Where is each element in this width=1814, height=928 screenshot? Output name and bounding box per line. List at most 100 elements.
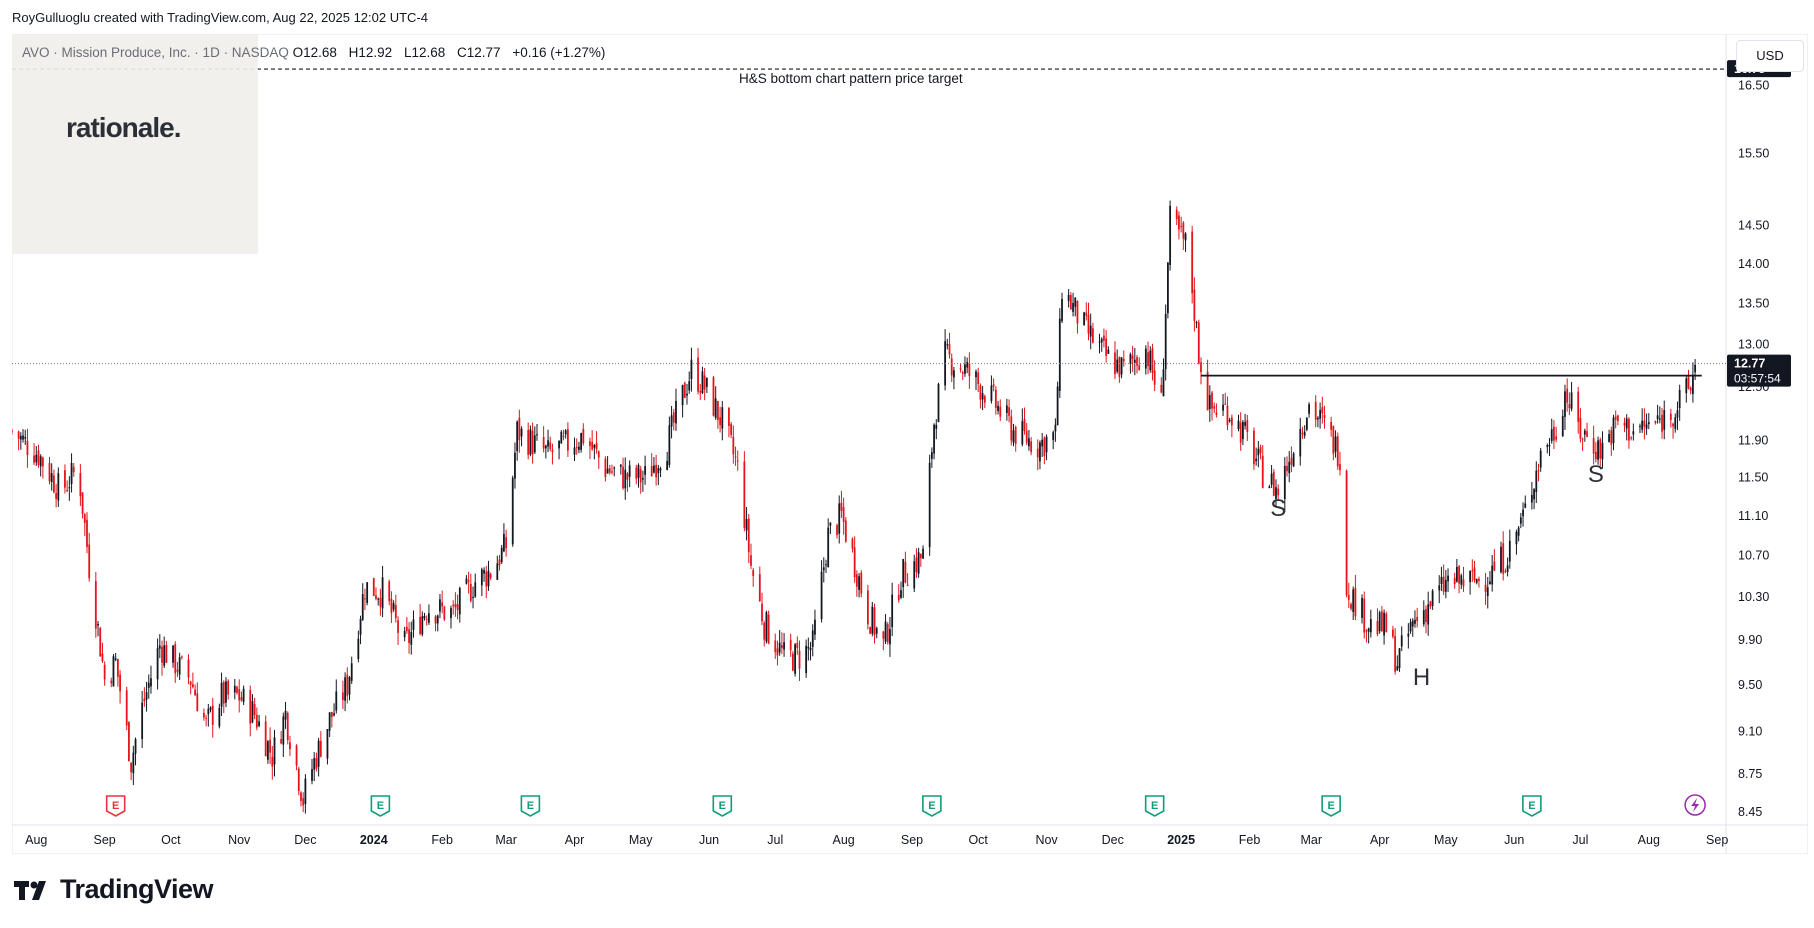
earnings-marker-1[interactable]: E: [370, 795, 391, 817]
candle-body: [487, 570, 490, 587]
earnings-icon: [1144, 795, 1165, 817]
pattern-label-s-0: S: [1270, 495, 1286, 522]
candle-body: [1208, 395, 1211, 409]
candle-body: [578, 446, 580, 450]
candle-body: [1548, 444, 1551, 446]
candle-body: [1522, 509, 1524, 517]
earnings-marker-2[interactable]: E: [520, 795, 541, 817]
price-chart[interactable]: H&S bottom chart pattern price target S H…: [12, 34, 1808, 854]
candle-body: [150, 678, 152, 687]
candle-body: [1570, 392, 1573, 409]
candles-layer: [12, 200, 1697, 814]
candle-body: [1535, 470, 1538, 493]
earnings-marker-3[interactable]: E: [712, 795, 733, 817]
earnings-marker-7[interactable]: E: [1522, 795, 1542, 817]
candle-body: [57, 473, 60, 501]
candle-body: [897, 594, 900, 601]
candle-body: [582, 429, 585, 444]
candle-body: [1478, 578, 1480, 581]
tradingview-logo[interactable]: TradingView: [14, 874, 214, 905]
candle-body: [1100, 338, 1103, 343]
candle-body: [933, 424, 935, 454]
candle-body: [1052, 432, 1055, 441]
candle-body: [1230, 417, 1233, 426]
candle-body: [1116, 359, 1119, 372]
ohlc-legend[interactable]: AVO · Mission Produce, Inc. · 1D · NASDA…: [22, 45, 613, 60]
candle-body: [1471, 570, 1474, 572]
price-tick-label: 15.50: [1738, 146, 1769, 160]
candle-body: [1211, 392, 1213, 409]
candle-body: [1213, 406, 1216, 409]
candle-body: [97, 623, 99, 626]
candle-body: [1361, 598, 1363, 618]
candle-body: [377, 598, 380, 600]
candle-body: [33, 455, 35, 463]
candle-body: [436, 615, 439, 624]
candle-body: [1242, 421, 1244, 440]
candle-body: [297, 768, 300, 792]
candle-body: [1288, 461, 1291, 474]
candle-body: [915, 557, 918, 573]
candle-body: [205, 717, 208, 719]
chart-frame[interactable]: H&S bottom chart pattern price target S H…: [12, 34, 1808, 854]
candle-body: [86, 519, 88, 548]
earnings-marker-5[interactable]: E: [1144, 795, 1165, 817]
candle-body: [251, 701, 254, 723]
candle-body: [1303, 431, 1306, 436]
time-axis[interactable]: Aug Sep Oct Nov Dec 2024 Feb Mar Apr May Jun Jul Aug…: [25, 833, 1728, 847]
candle-body: [1687, 375, 1690, 389]
candle-body: [825, 564, 827, 566]
watermark-text: rationale.: [66, 112, 181, 143]
candle-body: [474, 582, 477, 597]
candle-body: [1623, 422, 1626, 426]
earnings-marker-0[interactable]: E: [105, 795, 126, 817]
candle-body: [1458, 566, 1460, 584]
candle-body: [196, 693, 199, 712]
candle-body: [1586, 431, 1588, 437]
candle-body: [1175, 209, 1178, 220]
candle-body: [822, 567, 825, 571]
candle-body: [366, 582, 369, 603]
candle-body: [163, 645, 166, 666]
candle-body: [300, 792, 302, 801]
candle-body: [1270, 473, 1273, 485]
earnings-marker-6[interactable]: E: [1321, 795, 1341, 817]
candle-body: [886, 624, 889, 643]
candle-body: [514, 452, 516, 479]
candle-body: [1504, 571, 1507, 573]
candle-body: [573, 447, 576, 455]
currency-button[interactable]: USD: [1736, 40, 1804, 72]
candle-body: [1087, 315, 1090, 334]
earnings-marker-4[interactable]: E: [922, 795, 942, 817]
candle-body: [613, 467, 616, 469]
candle-body: [191, 684, 194, 688]
candle-body: [1226, 405, 1229, 426]
candle-body: [527, 430, 530, 455]
earnings-label: E: [1528, 800, 1535, 812]
candle-body: [1347, 595, 1350, 600]
candle-body: [1056, 386, 1059, 426]
time-tick-label: May: [629, 833, 653, 847]
price-axis[interactable]: 16.5015.5014.5014.0013.5013.0012.5011.90…: [1738, 78, 1769, 819]
candle-body: [1568, 404, 1571, 409]
candle-body: [593, 444, 596, 448]
candle-body: [1153, 370, 1156, 385]
candle-body: [827, 527, 830, 568]
candle-body: [774, 640, 777, 653]
candle-body: [928, 462, 931, 548]
price-badge-bg-1: [1727, 354, 1791, 387]
dividend-marker-8[interactable]: [1684, 794, 1706, 816]
candle-body: [1014, 426, 1017, 444]
candle-body: [1292, 453, 1295, 467]
candle-body: [125, 690, 128, 726]
candle-body: [1105, 338, 1108, 356]
candle-body: [253, 704, 256, 716]
candle-body: [1407, 633, 1410, 637]
candle-body: [1336, 436, 1339, 467]
candle-body: [1206, 371, 1209, 411]
earnings-icon: [105, 795, 126, 817]
candle-body: [1453, 577, 1456, 585]
candle-body: [977, 372, 980, 385]
legend-symbol[interactable]: AVO · Mission Produce, Inc. · 1D · NASDA…: [22, 45, 289, 60]
